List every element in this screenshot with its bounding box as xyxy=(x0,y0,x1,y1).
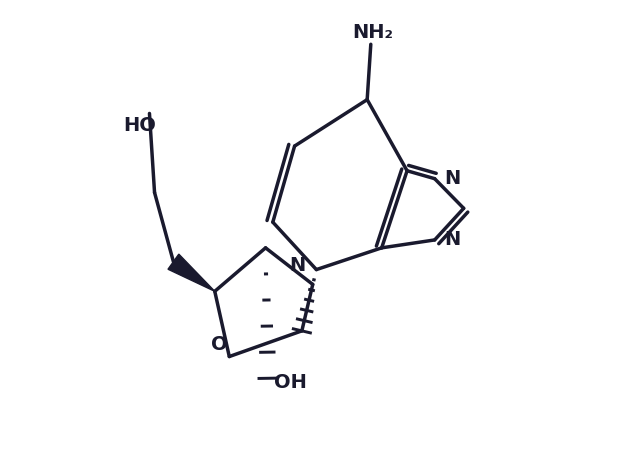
Text: N: N xyxy=(444,230,460,250)
Text: O: O xyxy=(211,336,227,354)
Text: NH₂: NH₂ xyxy=(353,23,394,42)
Text: HO: HO xyxy=(124,116,157,134)
Text: N: N xyxy=(290,256,306,275)
Text: N: N xyxy=(444,169,460,188)
Text: OH: OH xyxy=(274,374,307,392)
Polygon shape xyxy=(168,254,215,291)
